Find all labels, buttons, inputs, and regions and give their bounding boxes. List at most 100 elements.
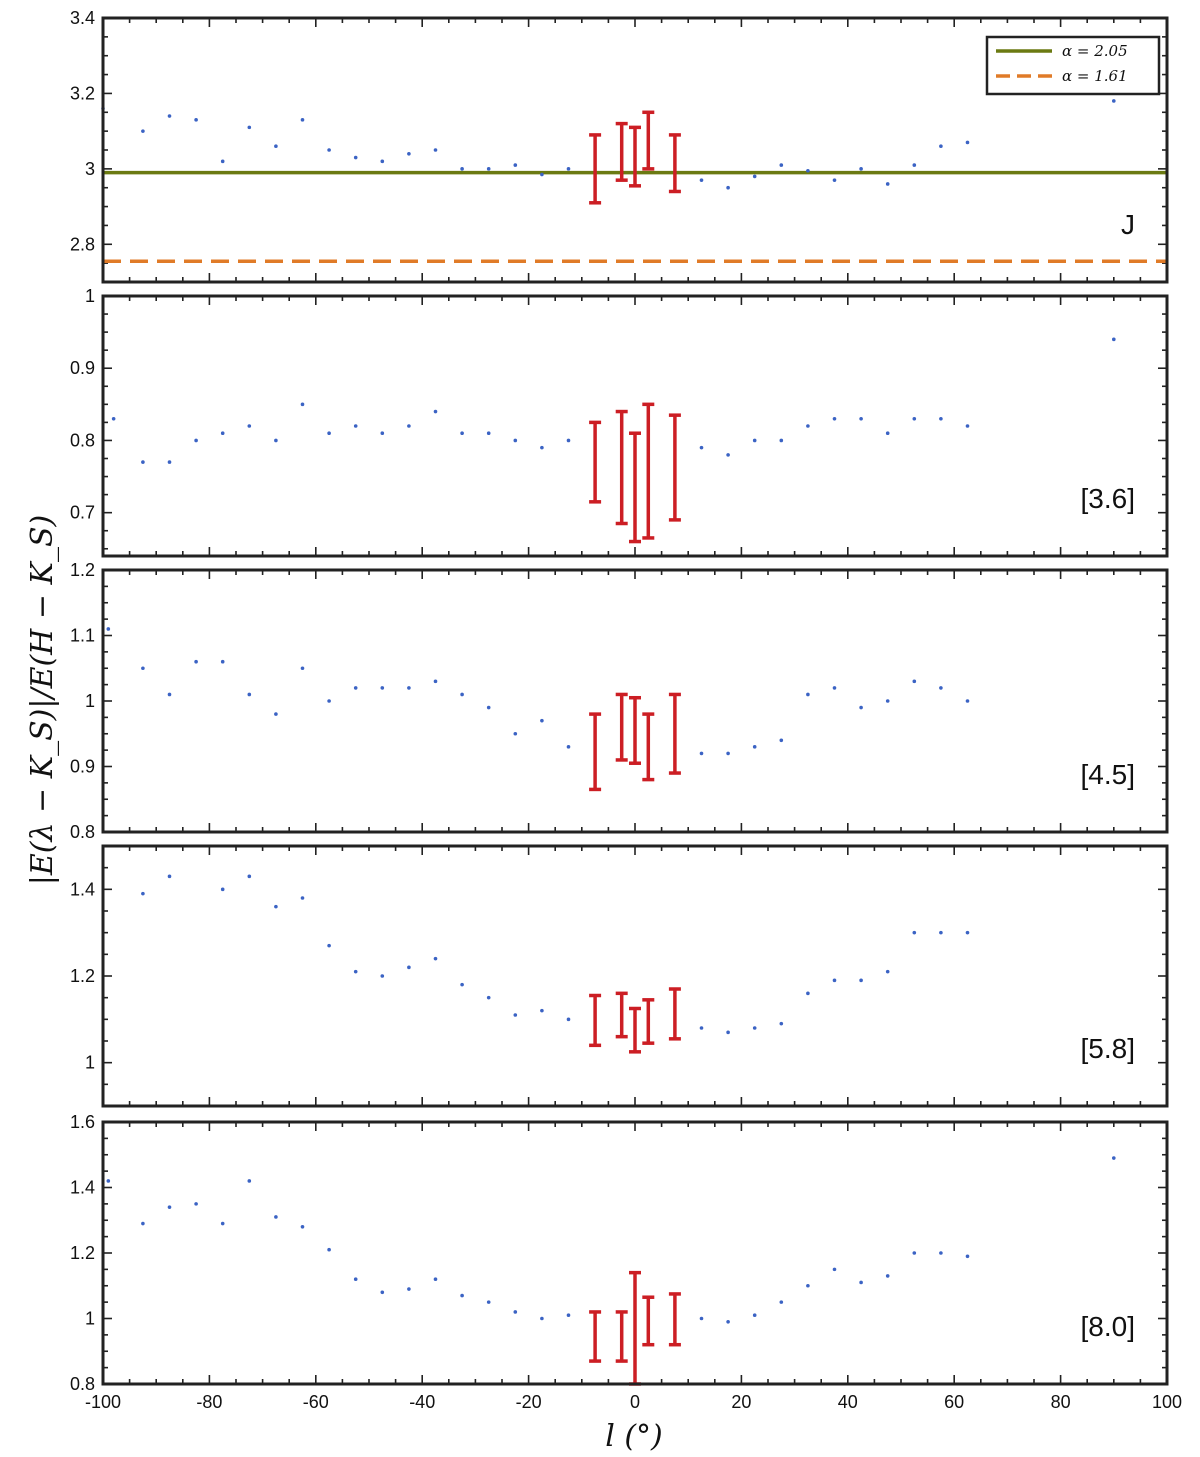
data-point <box>300 402 305 407</box>
x-tick-label: -60 <box>303 1392 329 1412</box>
data-point <box>486 1300 491 1304</box>
data-point <box>540 1316 544 1321</box>
panel-label: [4.5] <box>1081 759 1135 790</box>
data-point <box>194 118 198 122</box>
data-point <box>859 978 863 983</box>
data-point <box>939 930 943 935</box>
data-point <box>220 887 225 892</box>
data-point <box>327 148 331 152</box>
data-point <box>247 1179 252 1183</box>
panel-frame <box>101 294 1169 558</box>
y-tick-label: 1.1 <box>70 626 95 646</box>
data-point <box>407 1287 411 1291</box>
data-point <box>353 969 358 974</box>
data-point <box>300 896 305 900</box>
data-point <box>832 978 837 983</box>
y-tick-label: 1.2 <box>70 1243 95 1263</box>
data-point <box>247 125 252 130</box>
data-point <box>726 1319 730 1324</box>
data-point <box>327 1247 331 1252</box>
data-point <box>752 174 757 179</box>
data-point <box>141 666 145 671</box>
data-point <box>832 1267 837 1272</box>
data-point <box>965 930 970 935</box>
data-point <box>806 1283 810 1288</box>
data-point <box>247 692 252 697</box>
data-point <box>194 438 198 443</box>
data-point <box>220 159 225 164</box>
data-point <box>220 431 225 436</box>
data-point <box>832 178 837 182</box>
data-point <box>353 1277 358 1281</box>
data-point <box>965 699 970 703</box>
data-point <box>566 745 571 749</box>
data-point <box>486 995 491 1000</box>
x-tick-label: -20 <box>516 1392 542 1412</box>
data-point <box>806 424 810 428</box>
data-point <box>832 686 837 690</box>
y-tick-label: 1.4 <box>70 1178 95 1198</box>
data-point <box>141 460 145 464</box>
data-point <box>752 1313 757 1318</box>
data-point <box>540 172 544 177</box>
data-point <box>726 751 730 756</box>
data-point <box>832 416 837 421</box>
data-point <box>380 1290 385 1295</box>
legend-frame <box>985 35 1161 96</box>
data-point <box>779 163 784 167</box>
data-point <box>327 943 331 948</box>
panels-group: 2.8 3 3.2 3.4 J 0.7 0.8 0.9 1 [3.6] 0.8 0.9 1 1.1 1.2 [… <box>70 8 1182 1412</box>
panel-label: [8.0] <box>1081 1311 1135 1342</box>
data-point <box>779 738 784 743</box>
y-tick-label: 3.2 <box>70 83 95 103</box>
y-tick-label: 3 <box>85 159 95 179</box>
data-point <box>806 991 810 996</box>
y-tick-label: 0.7 <box>70 503 95 523</box>
panel-1: 2.8 3 3.2 3.4 J <box>70 8 1169 284</box>
data-point <box>912 930 917 935</box>
panel-frame <box>101 16 1169 284</box>
data-point <box>1112 1156 1116 1160</box>
data-point <box>726 1030 730 1035</box>
data-point <box>939 144 943 149</box>
data-point <box>939 416 943 421</box>
y-tick-label: 1.2 <box>70 966 95 986</box>
x-tick-label: 0 <box>630 1392 640 1412</box>
panel-label: J <box>1121 209 1135 240</box>
data-point <box>353 686 358 690</box>
legend: α = 2.05 α = 1.61 <box>985 35 1161 96</box>
x-tick-label: -100 <box>85 1392 121 1412</box>
data-point <box>726 453 730 457</box>
x-tick-label: 20 <box>731 1392 751 1412</box>
data-point <box>486 705 491 710</box>
data-point <box>106 1179 111 1183</box>
data-point <box>327 431 331 436</box>
y-tick-label: 1 <box>85 1053 95 1073</box>
data-point <box>247 874 252 879</box>
data-point <box>885 699 890 703</box>
data-point <box>274 438 278 443</box>
data-point <box>806 168 810 173</box>
data-point <box>752 745 757 749</box>
panel-frame <box>101 1120 1169 1386</box>
data-point <box>274 1215 278 1219</box>
data-point <box>274 904 278 909</box>
y-tick-label: 3.4 <box>70 8 95 28</box>
x-tick-label: 40 <box>838 1392 858 1412</box>
data-point <box>513 1013 518 1017</box>
data-point <box>752 1026 757 1030</box>
data-point <box>167 114 172 118</box>
data-point <box>380 974 385 978</box>
data-point <box>407 151 411 156</box>
data-point <box>486 167 491 171</box>
data-point <box>380 431 385 436</box>
data-point <box>965 140 970 145</box>
data-point <box>460 982 464 987</box>
data-point <box>566 1313 571 1318</box>
data-point <box>885 969 890 974</box>
data-point <box>513 438 518 443</box>
y-tick-label: 0.9 <box>70 358 95 378</box>
x-tick-label: -40 <box>409 1392 435 1412</box>
y-tick-label: 0.8 <box>70 1374 95 1394</box>
panel-3: 0.8 0.9 1 1.1 1.2 [4.5] <box>70 560 1169 842</box>
